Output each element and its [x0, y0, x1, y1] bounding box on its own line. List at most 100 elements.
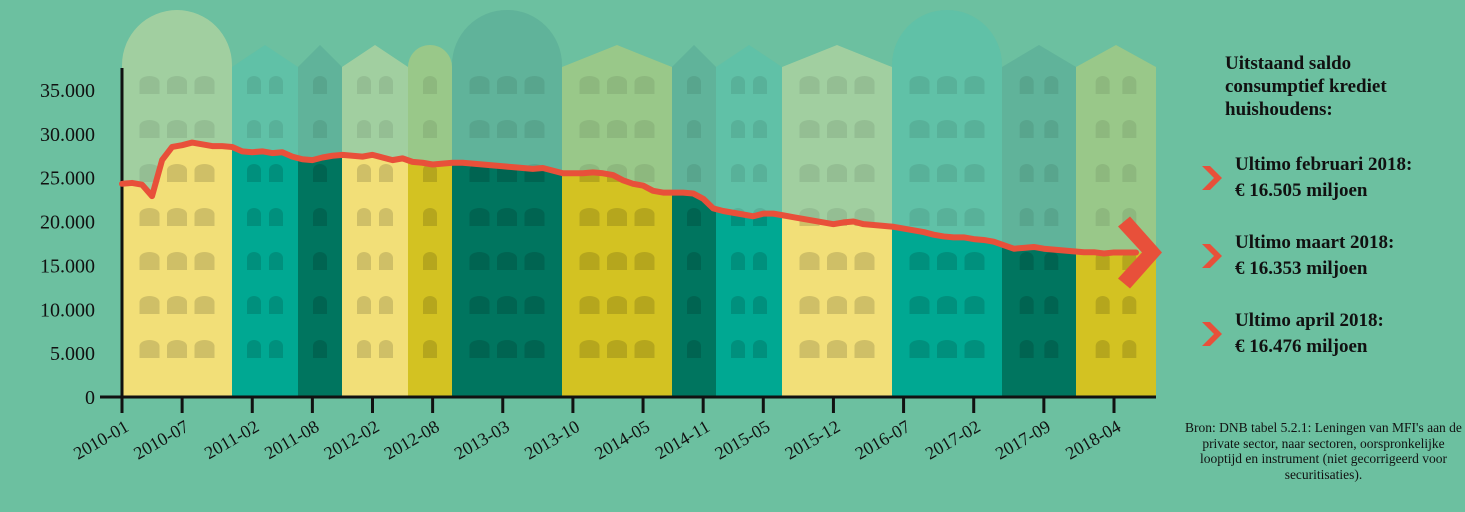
- y-tick-label: 35.000: [40, 80, 95, 102]
- building: [232, 142, 298, 397]
- building: [122, 142, 232, 397]
- building: [672, 142, 716, 397]
- y-tick-label: 20.000: [40, 212, 95, 234]
- window: [1044, 120, 1059, 138]
- window: [827, 76, 847, 94]
- window: [379, 252, 393, 270]
- window: [799, 252, 820, 270]
- window: [964, 296, 985, 314]
- window: [469, 296, 490, 314]
- window: [909, 120, 930, 138]
- window: [269, 76, 283, 94]
- window: [799, 120, 820, 138]
- window: [687, 340, 701, 358]
- window: [753, 296, 767, 314]
- window: [937, 208, 957, 226]
- building: [716, 142, 782, 397]
- window: [937, 120, 957, 138]
- panel-heading: Uitstaand saldo consumptief krediet huis…: [1225, 53, 1387, 120]
- window: [579, 208, 600, 226]
- window: [1122, 164, 1137, 182]
- window: [909, 164, 930, 182]
- window: [854, 164, 875, 182]
- window: [357, 76, 371, 94]
- panel-item: Ultimo april 2018: € 16.476 miljoen: [1235, 308, 1384, 360]
- y-tick-label: 30.000: [40, 124, 95, 146]
- window: [139, 120, 160, 138]
- window: [247, 296, 261, 314]
- line: [119, 139, 1139, 257]
- window: [379, 208, 393, 226]
- window: [167, 164, 187, 182]
- window: [937, 252, 957, 270]
- window: [687, 296, 701, 314]
- x-tick-label: 2012-08: [381, 416, 443, 463]
- source-note: Bron: DNB tabel 5.2.1: Leningen van MFI'…: [1185, 420, 1462, 482]
- window: [753, 340, 767, 358]
- x-tick-label: 2016-07: [852, 416, 914, 463]
- window: [1019, 296, 1034, 314]
- window: [909, 252, 930, 270]
- x-tick-label: 2011-02: [201, 416, 262, 463]
- chart: 0 5.000 10.000 15.000 20.000 25.000 30.000 35.0…: [40, 10, 1162, 463]
- window: [909, 76, 930, 94]
- window: [469, 120, 490, 138]
- window: [357, 164, 371, 182]
- window: [194, 76, 215, 94]
- window: [423, 208, 437, 226]
- window: [1095, 164, 1110, 182]
- window: [423, 120, 437, 138]
- window: [731, 76, 745, 94]
- window: [1044, 76, 1059, 94]
- window: [687, 164, 701, 182]
- window: [167, 252, 187, 270]
- window: [1044, 296, 1059, 314]
- window: [247, 340, 261, 358]
- window: [313, 252, 327, 270]
- window: [313, 340, 327, 358]
- item-value: € 16.476 miljoen: [1235, 336, 1368, 357]
- item-value: € 16.505 miljoen: [1235, 180, 1368, 201]
- window: [607, 76, 627, 94]
- window: [194, 208, 215, 226]
- window: [139, 296, 160, 314]
- window: [607, 252, 627, 270]
- window: [854, 76, 875, 94]
- window: [579, 296, 600, 314]
- window: [357, 208, 371, 226]
- window: [964, 164, 985, 182]
- window: [313, 164, 327, 182]
- window: [937, 296, 957, 314]
- window: [497, 76, 517, 94]
- window: [269, 164, 283, 182]
- window: [379, 340, 393, 358]
- window: [731, 164, 745, 182]
- building: [342, 142, 408, 397]
- window: [1044, 340, 1059, 358]
- window: [313, 296, 327, 314]
- window: [607, 340, 627, 358]
- chevron: [1202, 166, 1222, 190]
- window: [1019, 120, 1034, 138]
- window: [497, 340, 517, 358]
- window: [799, 164, 820, 182]
- window: [1019, 76, 1034, 94]
- window: [827, 164, 847, 182]
- window: [607, 296, 627, 314]
- window: [247, 208, 261, 226]
- building: [452, 142, 562, 397]
- window: [607, 208, 627, 226]
- window: [1019, 164, 1034, 182]
- window: [469, 252, 490, 270]
- window: [269, 252, 283, 270]
- window: [524, 120, 545, 138]
- window: [379, 76, 393, 94]
- window: [854, 252, 875, 270]
- y-tick-label: 10.000: [40, 299, 95, 321]
- window: [731, 340, 745, 358]
- window: [1044, 252, 1059, 270]
- window: [357, 252, 371, 270]
- y-tick-label: 15.000: [40, 255, 95, 277]
- window: [1019, 340, 1034, 358]
- window: [524, 340, 545, 358]
